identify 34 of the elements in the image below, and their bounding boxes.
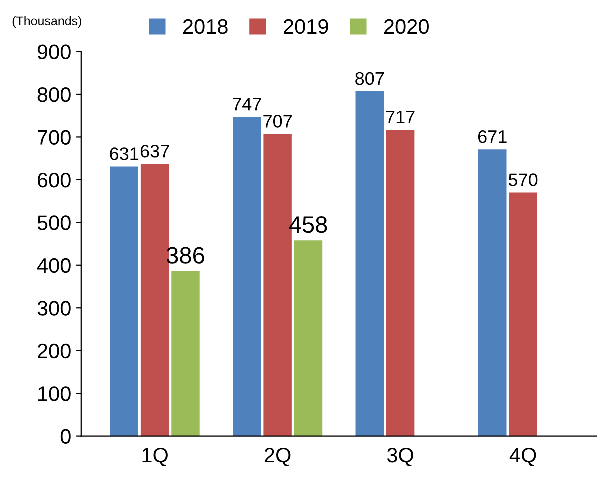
- bar: [110, 166, 138, 436]
- legend-label: 2020: [384, 19, 429, 34]
- y-tick-label: 700: [38, 130, 71, 145]
- y-tick-label: 200: [38, 344, 71, 359]
- data-label: 671: [478, 130, 507, 144]
- y-tick-label: 0: [60, 429, 71, 444]
- data-label: 637: [140, 145, 170, 158]
- data-label: 570: [508, 174, 538, 186]
- data-label: 807: [356, 72, 384, 86]
- x-tick-label: 4Q: [510, 448, 536, 466]
- y-tick-label: 300: [38, 301, 71, 316]
- bar: [509, 192, 538, 436]
- y-tick-label: 900: [38, 44, 71, 60]
- legend-label: 2018: [183, 19, 228, 34]
- data-label: 747: [232, 98, 262, 111]
- bar: [386, 130, 415, 436]
- bar: [356, 92, 384, 436]
- x-tick-label: 3Q: [387, 448, 414, 466]
- y-tick-label: 500: [38, 216, 71, 230]
- data-label: 707: [264, 115, 292, 128]
- y-axis-title: (Thousands): [12, 16, 82, 28]
- bar: [172, 271, 200, 436]
- data-label: 717: [386, 111, 415, 124]
- y-tick-label: 100: [38, 386, 71, 402]
- bar: [233, 117, 262, 436]
- x-tick-label: 1Q: [142, 448, 168, 466]
- legend-label: 2019: [284, 19, 328, 34]
- y-tick-label: 600: [38, 172, 71, 188]
- bar: [478, 150, 507, 436]
- data-label: 631: [110, 148, 139, 160]
- y-tick-label: 400: [37, 258, 71, 274]
- x-tick-label: 2Q: [264, 448, 291, 466]
- bar: [294, 240, 323, 436]
- y-tick-label: 800: [38, 87, 71, 102]
